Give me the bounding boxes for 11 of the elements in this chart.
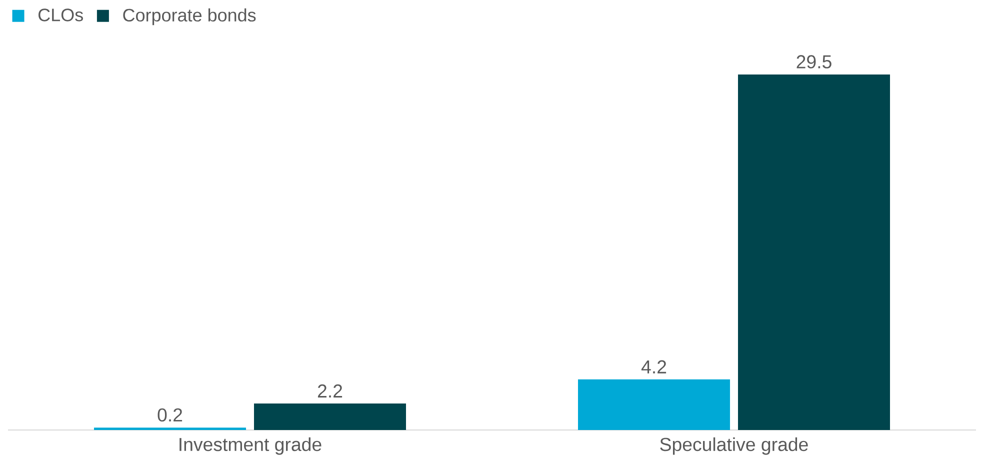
data-label: 0.2: [158, 408, 182, 422]
x-tick-label: Speculative grade: [660, 437, 808, 455]
data-label: 2.2: [318, 384, 342, 398]
bar: [738, 74, 890, 430]
data-label: 29.5: [796, 55, 832, 68]
legend-label: CLOs: [38, 8, 83, 22]
legend-label: Corporate bonds: [123, 8, 256, 26]
data-label: 4.2: [641, 360, 666, 374]
x-tick-label: Investment grade: [180, 437, 322, 455]
bar: [254, 403, 406, 430]
bar: [578, 379, 730, 430]
